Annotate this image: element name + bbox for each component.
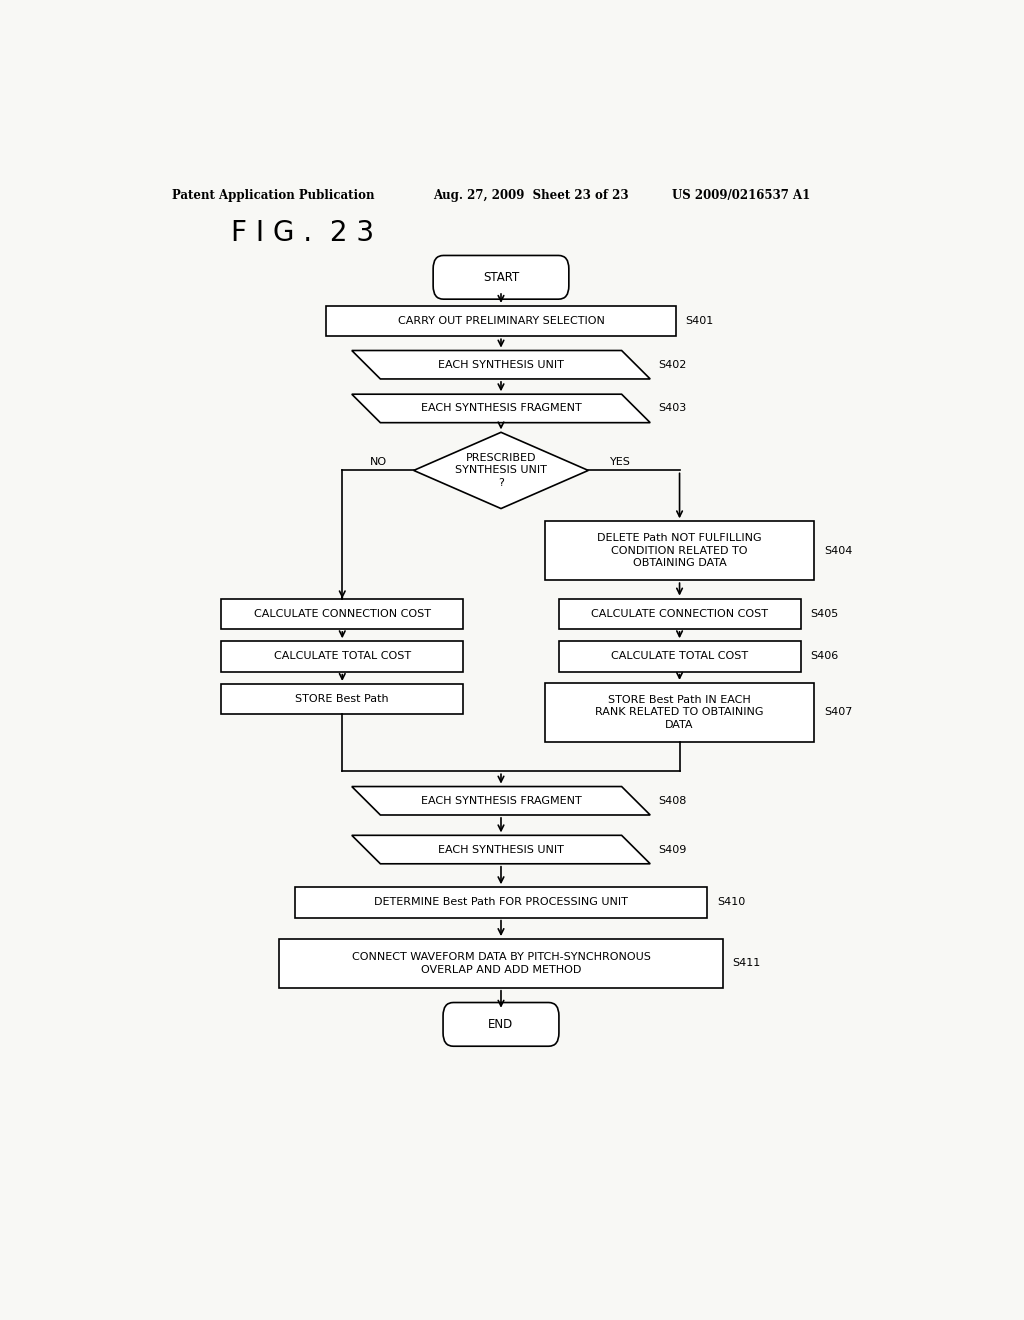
FancyBboxPatch shape (433, 256, 569, 300)
Text: PRESCRIBED
SYNTHESIS UNIT
?: PRESCRIBED SYNTHESIS UNIT ? (455, 453, 547, 488)
Text: START: START (483, 271, 519, 284)
Text: S404: S404 (824, 545, 852, 556)
Text: S403: S403 (658, 404, 686, 413)
Polygon shape (414, 433, 588, 508)
Bar (221, 642, 463, 672)
Bar (295, 887, 708, 917)
FancyBboxPatch shape (443, 1002, 559, 1047)
Text: CALCULATE TOTAL COST: CALCULATE TOTAL COST (273, 652, 411, 661)
Bar (279, 939, 723, 987)
Polygon shape (352, 351, 650, 379)
Text: S407: S407 (824, 708, 852, 717)
Bar (221, 598, 463, 630)
Text: CARRY OUT PRELIMINARY SELECTION: CARRY OUT PRELIMINARY SELECTION (397, 315, 604, 326)
Text: S401: S401 (685, 315, 714, 326)
Text: EACH SYNTHESIS UNIT: EACH SYNTHESIS UNIT (438, 360, 564, 370)
Text: NO: NO (370, 457, 386, 467)
Bar (558, 598, 801, 630)
Text: YES: YES (609, 457, 631, 467)
Polygon shape (352, 836, 650, 863)
Text: S409: S409 (658, 845, 686, 854)
Text: CALCULATE CONNECTION COST: CALCULATE CONNECTION COST (254, 609, 431, 619)
Text: S402: S402 (658, 360, 686, 370)
Text: STORE Best Path IN EACH
RANK RELATED TO OBTAINING
DATA: STORE Best Path IN EACH RANK RELATED TO … (595, 694, 764, 730)
Text: CONNECT WAVEFORM DATA BY PITCH-SYNCHRONOUS
OVERLAP AND ADD METHOD: CONNECT WAVEFORM DATA BY PITCH-SYNCHRONO… (351, 952, 650, 974)
Text: CALCULATE TOTAL COST: CALCULATE TOTAL COST (611, 652, 749, 661)
Text: Patent Application Publication: Patent Application Publication (172, 189, 374, 202)
Text: Aug. 27, 2009  Sheet 23 of 23: Aug. 27, 2009 Sheet 23 of 23 (433, 189, 629, 202)
Text: DETERMINE Best Path FOR PROCESSING UNIT: DETERMINE Best Path FOR PROCESSING UNIT (374, 898, 628, 907)
Text: EACH SYNTHESIS FRAGMENT: EACH SYNTHESIS FRAGMENT (421, 404, 582, 413)
Text: US 2009/0216537 A1: US 2009/0216537 A1 (672, 189, 810, 202)
Bar (558, 642, 801, 672)
Text: S405: S405 (810, 609, 839, 619)
Bar (221, 684, 463, 714)
Text: S411: S411 (733, 958, 761, 969)
Text: STORE Best Path: STORE Best Path (296, 694, 389, 704)
Polygon shape (352, 787, 650, 814)
Text: EACH SYNTHESIS UNIT: EACH SYNTHESIS UNIT (438, 845, 564, 854)
Bar (545, 521, 814, 581)
Text: END: END (488, 1018, 514, 1031)
Text: S410: S410 (717, 898, 745, 907)
Text: EACH SYNTHESIS FRAGMENT: EACH SYNTHESIS FRAGMENT (421, 796, 582, 805)
Text: CALCULATE CONNECTION COST: CALCULATE CONNECTION COST (591, 609, 768, 619)
Bar (545, 682, 814, 742)
Bar (327, 306, 676, 337)
Polygon shape (352, 395, 650, 422)
Text: S408: S408 (658, 796, 686, 805)
Text: F I G .  2 3: F I G . 2 3 (231, 219, 375, 247)
Text: DELETE Path NOT FULFILLING
CONDITION RELATED TO
OBTAINING DATA: DELETE Path NOT FULFILLING CONDITION REL… (597, 533, 762, 568)
Text: S406: S406 (810, 652, 839, 661)
